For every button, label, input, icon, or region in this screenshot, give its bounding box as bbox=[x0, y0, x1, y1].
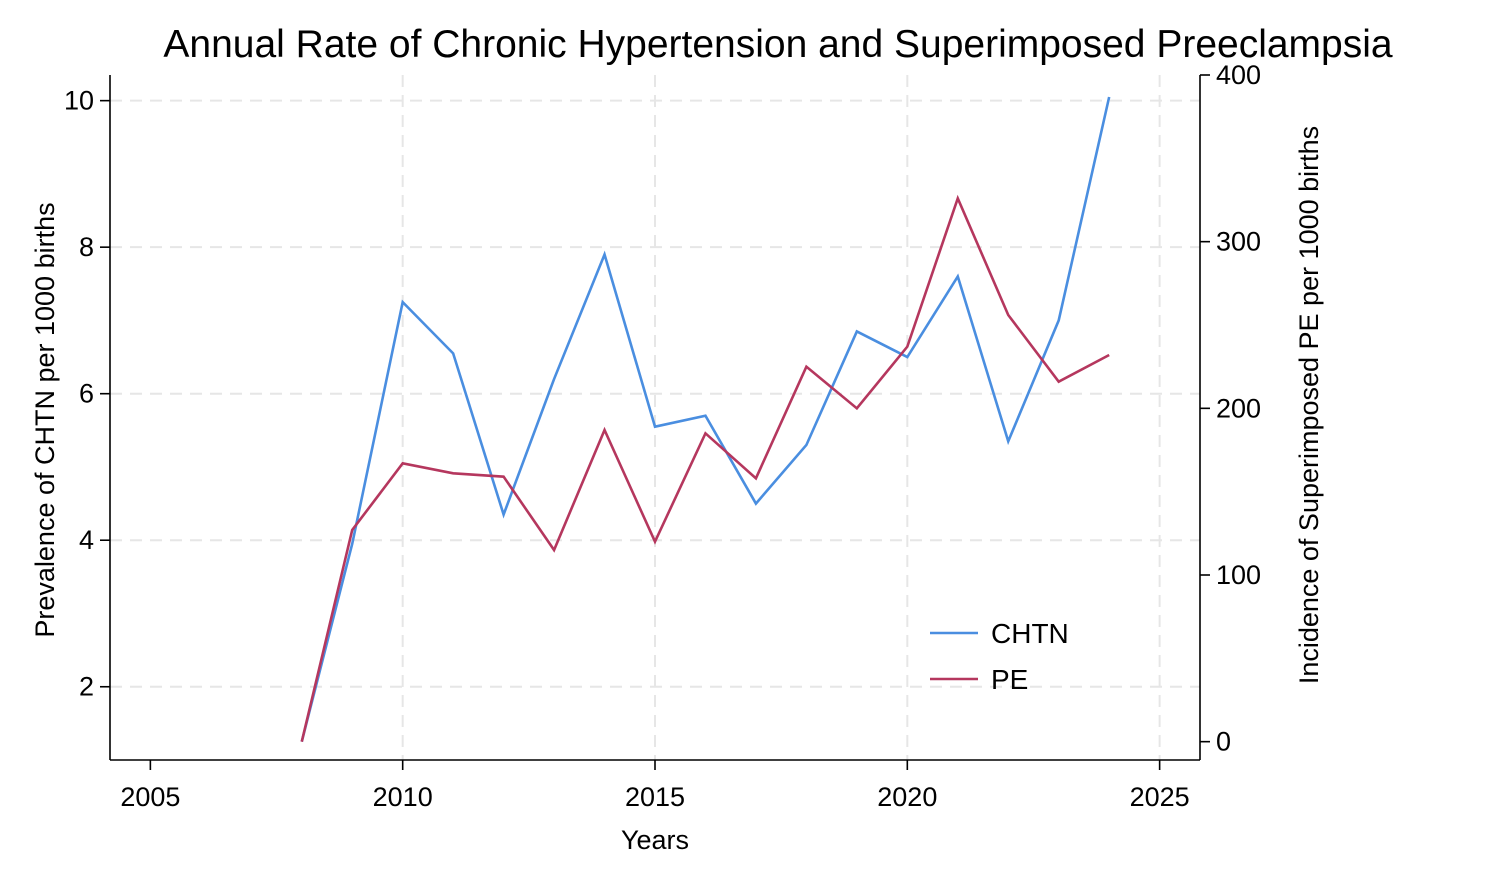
x-tick-label: 2010 bbox=[373, 782, 433, 812]
y2-tick-label: 100 bbox=[1216, 560, 1261, 590]
x-axis-title: Years bbox=[621, 825, 689, 855]
y-axis-left-title: Prevalence of CHTN per 1000 births bbox=[30, 202, 60, 637]
series-layer bbox=[300, 96, 1111, 743]
series-line-pe bbox=[300, 194, 1110, 742]
y2-tick-label: 400 bbox=[1216, 60, 1261, 90]
chart-title: Annual Rate of Chronic Hypertension and … bbox=[163, 23, 1392, 66]
series-line-chtn bbox=[300, 96, 1111, 743]
legend-label-chtn: CHTN bbox=[991, 618, 1069, 649]
y-tick-label: 2 bbox=[79, 672, 94, 702]
x-tick-label: 2015 bbox=[625, 782, 685, 812]
legend: CHTN PE bbox=[930, 618, 1069, 695]
x-tick-label: 2020 bbox=[877, 782, 937, 812]
y2-tick-label: 200 bbox=[1216, 393, 1261, 423]
y-axis-right-title: Incidence of Superimposed PE per 1000 bi… bbox=[1294, 126, 1324, 684]
y-tick-label: 4 bbox=[79, 525, 94, 555]
y-tick-label: 10 bbox=[64, 86, 94, 116]
y2-tick-label: 300 bbox=[1216, 227, 1261, 257]
grid-layer bbox=[110, 75, 1200, 760]
legend-label-pe: PE bbox=[991, 664, 1028, 695]
y2-tick-label: 0 bbox=[1216, 727, 1231, 757]
x-tick-label: 2025 bbox=[1130, 782, 1190, 812]
y-tick-label: 8 bbox=[79, 232, 94, 262]
x-tick-label: 2005 bbox=[120, 782, 180, 812]
y-tick-label: 6 bbox=[79, 379, 94, 409]
